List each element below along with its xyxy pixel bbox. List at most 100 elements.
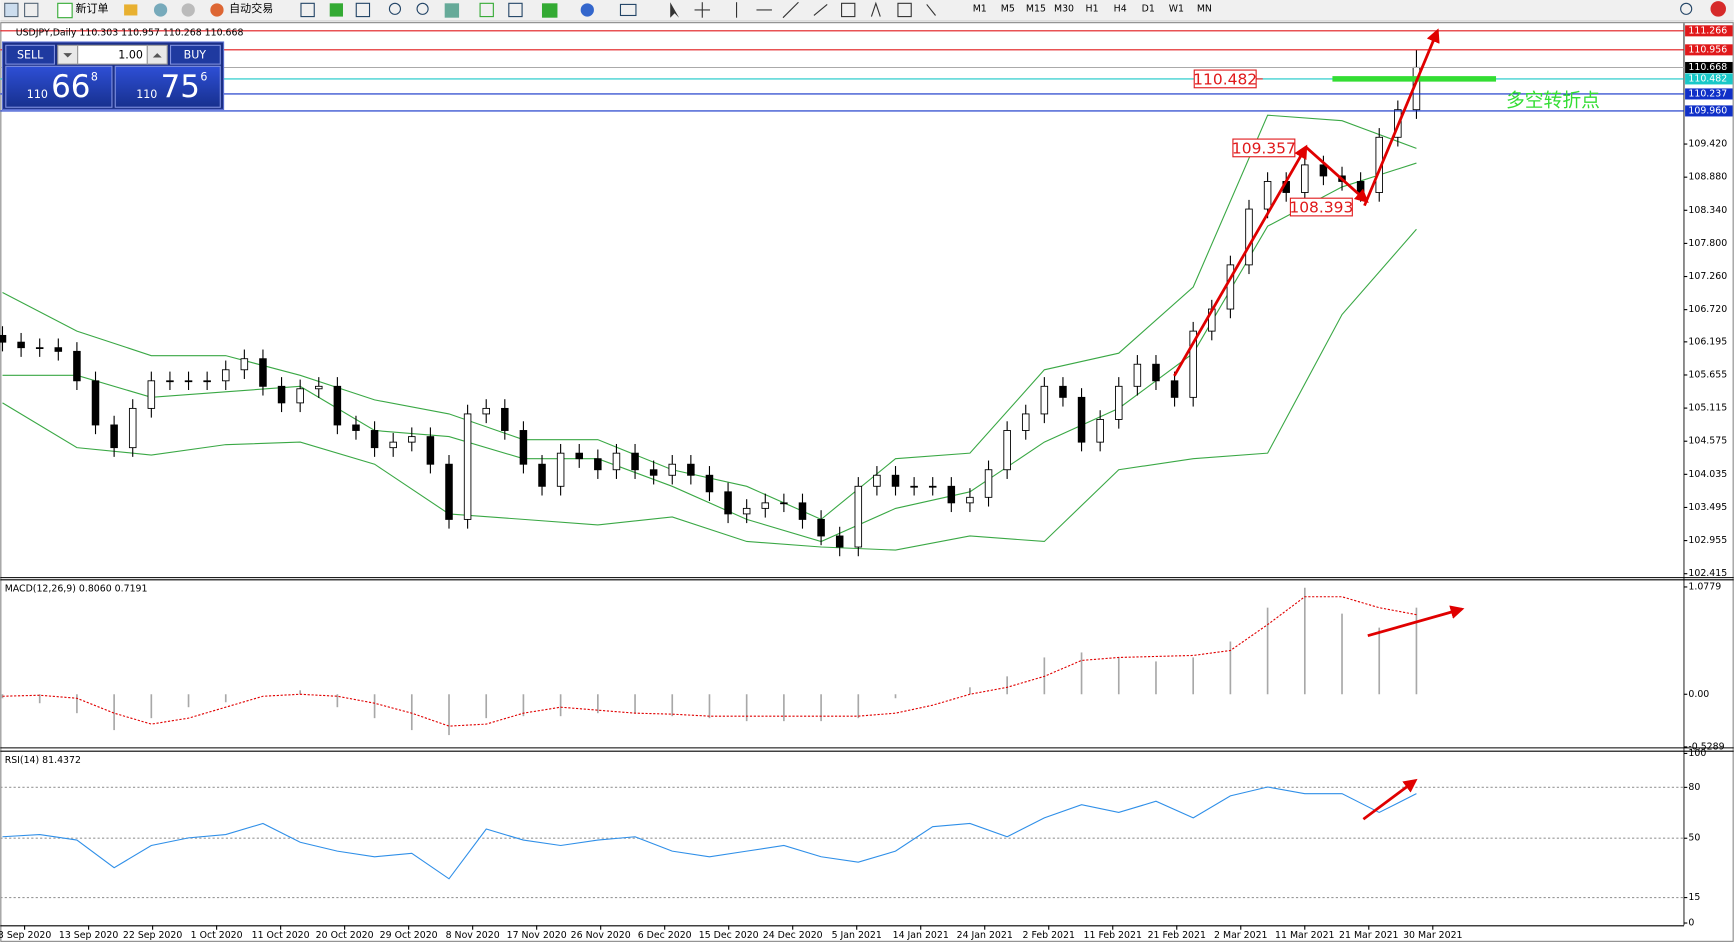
candle-body [538, 463, 546, 487]
y-tick-label: 107.800 [1688, 238, 1727, 249]
toolbar-icons [4, 1, 1726, 19]
timeframe-button[interactable]: MN [1197, 3, 1212, 14]
candle-body [594, 458, 602, 471]
bollinger-lower [2, 228, 1417, 551]
candle-body [501, 407, 509, 431]
annotation-label: 109.357 [1232, 140, 1296, 158]
candle-body [1096, 419, 1104, 443]
macd-signal [2, 596, 1417, 727]
x-tick-label: 3 Sep 2020 [0, 930, 51, 941]
candle-body [426, 436, 435, 465]
timeframe-button[interactable]: M30 [1054, 3, 1074, 14]
candle-body [575, 452, 583, 460]
x-tick-label: 20 Oct 2020 [316, 930, 374, 941]
candle-body [724, 491, 732, 515]
timeframe-button[interactable]: D1 [1142, 3, 1155, 14]
candle-body [519, 430, 528, 465]
y-tick-label: 15 [1688, 892, 1700, 903]
candle-body [817, 518, 825, 537]
candle-body [1133, 363, 1142, 387]
y-tick-label: 109.420 [1688, 139, 1727, 150]
candle-body [1301, 164, 1309, 193]
candle-body [203, 380, 211, 383]
candle-body [1003, 430, 1011, 471]
candle-body [389, 441, 397, 449]
y-tick-label: 106.720 [1688, 304, 1727, 315]
price-level-tag [1685, 61, 1733, 74]
annotation-label: 110.482 [1193, 71, 1257, 89]
timeframe-button[interactable]: H1 [1086, 3, 1099, 14]
candle-body [705, 474, 714, 493]
new-order-button[interactable]: 新订单 [75, 1, 108, 15]
timeframe-button[interactable]: H4 [1114, 3, 1127, 14]
ask-box[interactable] [114, 65, 221, 108]
auto-trading-button[interactable]: 自动交易 [229, 1, 273, 15]
candle-body [966, 496, 974, 504]
price-level-tag [1685, 105, 1733, 117]
buy-button[interactable] [169, 44, 221, 65]
y-tick-label: 106.195 [1688, 336, 1727, 347]
candle-body [184, 380, 193, 383]
timeframe-button[interactable]: M5 [1001, 3, 1015, 14]
candle-body [315, 385, 323, 390]
candle-body [54, 347, 63, 352]
candle-body [296, 388, 304, 404]
timeframe-button[interactable]: M1 [973, 3, 987, 14]
annotation-label: 108.393 [1289, 199, 1353, 217]
candle-body [221, 369, 230, 382]
candle-body [947, 485, 956, 504]
candle-body [780, 502, 788, 505]
price-level-tag [1685, 25, 1733, 37]
price-level-tag [1685, 44, 1733, 56]
lot-value[interactable]: 1.00 [118, 48, 143, 61]
timeframe-button[interactable]: W1 [1169, 3, 1184, 14]
candle-body [91, 380, 100, 426]
candle-body [761, 502, 770, 509]
price-level-label: 110.668 [1688, 62, 1727, 73]
trend-arrows [1173, 28, 1465, 821]
alert-icon[interactable] [1710, 1, 1726, 17]
y-tick-label: 102.415 [1688, 568, 1727, 579]
x-tick-label: 26 Nov 2020 [571, 930, 631, 941]
sell-button[interactable] [5, 44, 56, 65]
search-icon[interactable] [1680, 2, 1693, 15]
candle-body [1059, 385, 1067, 398]
ask-main: 75 [161, 69, 200, 105]
price-level-label: 111.266 [1688, 25, 1727, 36]
y-tick-label: 50 [1688, 833, 1700, 844]
y-tick-label: 80 [1688, 782, 1700, 793]
candle-body [1189, 330, 1197, 398]
x-tick-label: 2 Mar 2021 [1214, 930, 1268, 941]
buy-label[interactable]: BUY [184, 48, 207, 61]
candle-body [1226, 264, 1235, 310]
x-tick-label: 29 Oct 2020 [380, 930, 438, 941]
x-tick-label: 17 Nov 2020 [507, 930, 567, 941]
rsi-header: RSI(14) 81.4372 [5, 755, 81, 766]
candle-body [0, 334, 7, 343]
one-click-panel [1, 41, 225, 110]
candle-body [240, 358, 249, 371]
x-tick-label: 21 Feb 2021 [1148, 930, 1206, 941]
y-tick-label: 108.340 [1688, 205, 1727, 216]
candle-body [873, 474, 881, 487]
x-tick-label: 5 Jan 2021 [832, 930, 882, 941]
candle-body [408, 436, 416, 443]
x-tick-label: 22 Sep 2020 [123, 930, 182, 941]
y-tick-label: 0.00 [1688, 689, 1709, 700]
candle-body [1356, 181, 1365, 193]
candle-body [333, 385, 342, 426]
candle-body [835, 535, 844, 548]
candle-body [854, 485, 863, 548]
ask-sup: 6 [200, 70, 207, 83]
x-tick-label: 11 Oct 2020 [252, 930, 310, 941]
candle-body [1040, 385, 1049, 415]
price-level-label: 110.237 [1688, 88, 1727, 99]
candle-body [370, 430, 379, 449]
sell-label[interactable]: SELL [17, 48, 44, 61]
macd-header: MACD(12,26,9) 0.8060 0.7191 [5, 584, 148, 595]
new-order-icon[interactable] [57, 2, 73, 19]
timeframe-button[interactable]: M15 [1026, 3, 1046, 14]
bid-box[interactable] [5, 65, 113, 108]
